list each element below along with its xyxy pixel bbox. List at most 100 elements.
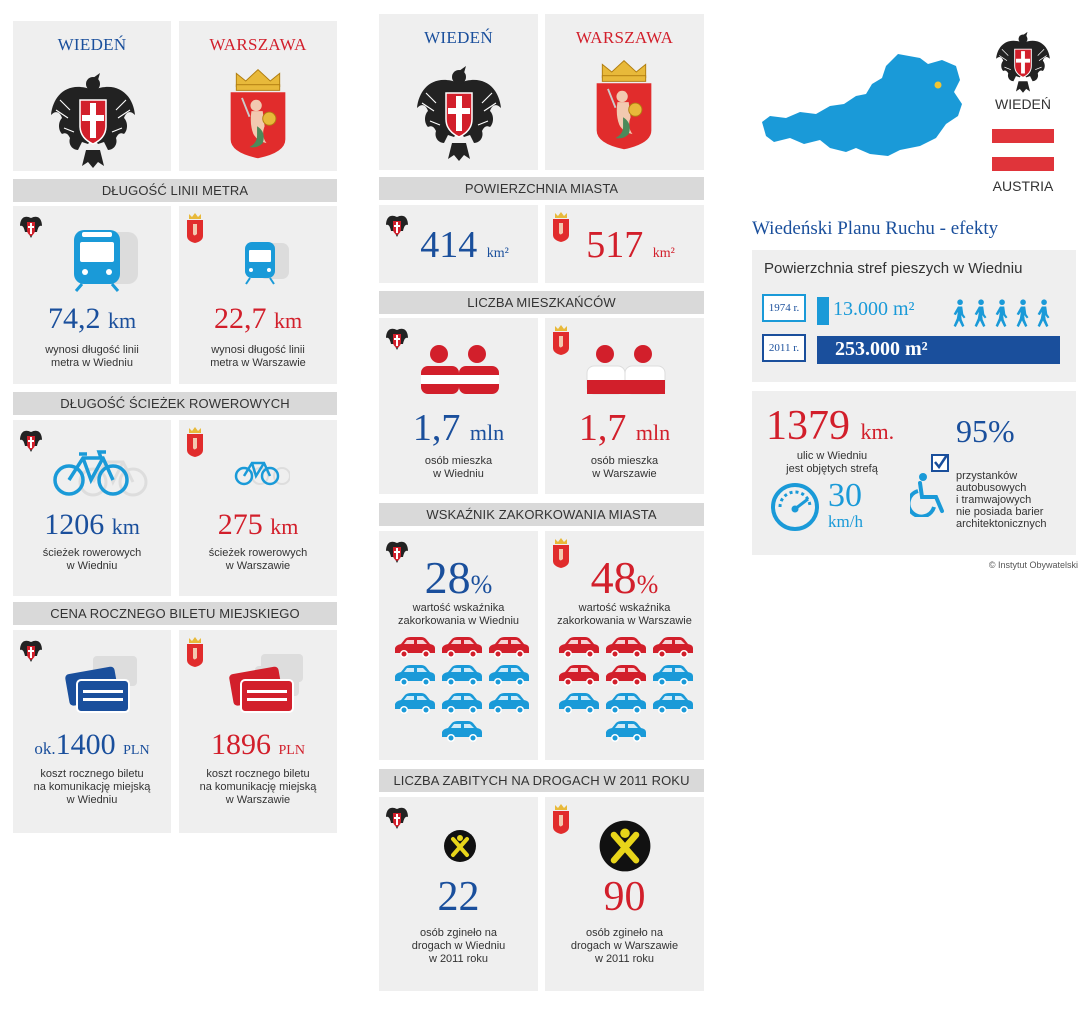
vienna-small-crest-icon [19, 212, 43, 242]
warsaw-crest-card-2: WARSZAWA [545, 14, 704, 170]
vienna-crest-card: WIEDEŃ [13, 21, 171, 171]
vienna-crest-card-2: WIEDEŃ [379, 14, 538, 170]
copyright-icon: © [988, 560, 996, 570]
population-header: LICZBA MIESZKAŃCÓW [379, 291, 704, 314]
warsaw-small-crest-icon [185, 636, 205, 668]
vienna-coat-of-arms-icon [414, 58, 504, 168]
congestion-warsaw-caption: wartość wskaźnika zakorkowania w Warszaw… [557, 602, 692, 627]
car-blue-icon [440, 721, 484, 743]
ticket-header: CENA ROCZNEGO BILETU MIEJSKIEGO [13, 602, 337, 625]
population-vienna-card: 1,7 mln osób mieszka w Wiedniu [379, 318, 538, 494]
warsaw-label: WARSZAWA [209, 35, 307, 54]
ticket-warsaw-card: 1896 PLN koszt rocznego biletu na komuni… [179, 630, 337, 833]
area-warsaw-card: 517 km² [545, 205, 704, 283]
warsaw-coat-of-arms-icon [591, 54, 657, 154]
accessibility-panel: 1379 km. ulic w Wiedniu jest objętych st… [752, 391, 1076, 555]
deaths-vienna-caption: osób zgineło na drogach w Wiedniu w 2011… [411, 927, 506, 965]
vienna-coat-of-arms-icon [991, 30, 1055, 94]
metro-train-icon [74, 230, 138, 292]
pedestrian-value-2011: 253.000 m² [835, 338, 928, 360]
population-warsaw-card: 1,7 mln osób mieszka w Warszawie [545, 318, 704, 494]
deaths-header: LICZBA ZABITYCH NA DROGACH W 2011 ROKU [379, 769, 704, 792]
car-blue-icon [651, 693, 695, 715]
deaths-warsaw-value: 90 [603, 874, 646, 920]
car-red-icon [557, 637, 601, 659]
bike-warsaw-card: 275 km ścieżek rowerowych w Warszawie [179, 420, 337, 596]
car-blue-icon [651, 665, 695, 687]
metro-warsaw-card: 22,7 km wynosi długość linii metra w War… [179, 206, 337, 384]
metro-vienna-caption: wynosi długość linii metra w Wiedniu [45, 344, 139, 369]
walkers-icon [950, 297, 1060, 332]
austria-flag-icon [992, 129, 1054, 171]
car-blue-icon [440, 665, 484, 687]
streets-value: 1379 km. [766, 403, 895, 449]
warsaw-crest-card: WARSZAWA [179, 21, 337, 171]
speedometer-icon [771, 483, 819, 531]
car-blue-icon [393, 693, 437, 715]
warsaw-small-crest-icon [185, 426, 205, 458]
city-label-vienna: WIEDEŃ [995, 96, 1051, 112]
congestion-warsaw-value: 48% [590, 552, 659, 603]
stops-caption: przystanków autobusowych i tramwajowych … [956, 470, 1047, 530]
bike-vienna-value: 1206 km [44, 508, 140, 541]
deaths-vienna-value: 22 [437, 874, 480, 920]
car-red-icon [651, 637, 695, 659]
car-red-icon [440, 637, 484, 659]
congestion-vienna-card: 28% wartość wskaźnika zakorkowania w Wie… [379, 531, 538, 760]
car-blue-icon [487, 665, 531, 687]
area-header: POWIERZCHNIA MIASTA [379, 177, 704, 200]
metro-vienna-card: 74,2 km wynosi długość linii metra w Wie… [13, 206, 171, 384]
car-blue-icon [487, 693, 531, 715]
vienna-label: WIEDEŃ [57, 35, 127, 54]
metro-vienna-value: 74,2 km [47, 302, 137, 335]
warsaw-label: WARSZAWA [575, 28, 674, 47]
streets-caption: ulic w Wiedniu jest objętych strefą [786, 450, 878, 475]
car-red-icon [557, 665, 601, 687]
warsaw-small-crest-icon [551, 803, 571, 835]
congestion-vienna-value: 28% [424, 552, 493, 603]
country-label: AUSTRIA [992, 178, 1054, 194]
bike-warsaw-value: 275 km [217, 508, 299, 541]
area-vienna-value: 414 km² [420, 224, 509, 266]
warsaw-coat-of-arms-icon [225, 63, 291, 163]
austria-map-icon [762, 54, 962, 156]
speed-limit: 30 km/h [828, 477, 863, 531]
population-vienna-caption: osób mieszka w Wiedniu [424, 455, 493, 480]
car-blue-icon [604, 693, 648, 715]
car-blue-icon [440, 693, 484, 715]
bicycle-icon [234, 461, 290, 486]
congestion-header: WSKAŹNIK ZAKORKOWANIA MIASTA [379, 503, 704, 526]
pedestrian-heading: Powierzchnia stref pieszych w Wiedniu [764, 260, 1023, 277]
wheelchair-check-icon [910, 454, 949, 517]
vienna-small-crest-icon [385, 324, 409, 354]
pedestrian-bar-1974 [817, 297, 830, 325]
vienna-small-crest-icon [19, 426, 43, 456]
car-blue-icon [604, 721, 648, 743]
pedestrian-value-1974: 13.000 m² [833, 298, 915, 320]
area-warsaw-value: 517 km² [586, 224, 675, 266]
metro-warsaw-value: 22,7 km [213, 302, 303, 335]
year-2011-badge: 2011 r. [762, 334, 806, 362]
deaths-vienna-card: 22 osób zgineło na drogach w Wiedniu w 2… [379, 797, 538, 991]
metro-train-icon [245, 242, 289, 285]
people-poland-icon [586, 345, 666, 395]
ticket-cards-icon [65, 656, 137, 713]
car-red-icon [393, 637, 437, 659]
car-grid [393, 637, 533, 747]
deaths-warsaw-caption: osób zgineło na drogach w Warszawie w 20… [570, 927, 679, 965]
vienna-label: WIEDEŃ [424, 28, 493, 47]
stops-value: 95% [956, 413, 1015, 449]
car-blue-icon [393, 665, 437, 687]
people-austria-icon [421, 345, 499, 394]
pedestrian-bar-2011 [817, 336, 1060, 364]
population-vienna-value: 1,7 mln [412, 407, 505, 449]
effects-title: Wiedeński Planu Ruchu - efekty [752, 218, 999, 239]
metro-header: DŁUGOŚĆ LINII METRA [13, 179, 337, 202]
bike-warsaw-caption: ścieżek rowerowych w Warszawie [208, 547, 308, 572]
car-blue-icon [557, 693, 601, 715]
car-grid [557, 637, 697, 747]
congestion-vienna-caption: wartość wskaźnika zakorkowania w Wiedniu [397, 602, 520, 627]
car-red-icon [604, 665, 648, 687]
pedestrian-zones-panel: Powierzchnia stref pieszych w Wiedniu 19… [752, 250, 1076, 382]
metro-warsaw-caption: wynosi długość linii metra w Warszawie [210, 344, 306, 369]
